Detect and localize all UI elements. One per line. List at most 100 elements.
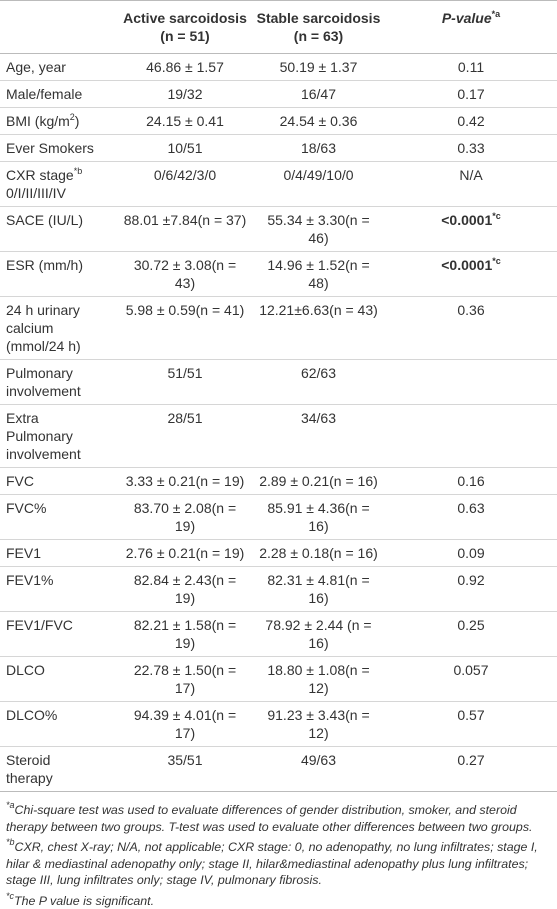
value-cell: 0.11 — [385, 54, 557, 81]
data-table: Active sarcoidosis (n = 51) Stable sarcoi… — [0, 0, 557, 792]
value-cell: 3.33 ± 0.21(n = 19) — [118, 468, 252, 495]
cell-value: 88.01 ±7.84(n = 37) — [124, 212, 247, 228]
row-label: 0/I/II/III/IV — [6, 185, 66, 201]
value-cell: <0.0001*c — [385, 252, 557, 297]
column-n: (n = 51) — [160, 28, 209, 44]
table-row: 24 h urinary calcium (mmol/24 h) 5.98 ± 0… — [0, 297, 557, 360]
value-cell: 0.16 — [385, 468, 557, 495]
row-label-cell: FEV1% — [0, 567, 118, 612]
cell-value: 82.84 ± 2.43(n = 19) — [134, 572, 236, 606]
cell-value: 0.17 — [457, 86, 484, 102]
row-label: DLCO — [6, 662, 45, 678]
cell-value: 0.92 — [457, 572, 484, 588]
cell-value: 3.33 ± 0.21(n = 19) — [126, 473, 245, 489]
footnotes: *aChi-square test was used to evaluate d… — [0, 792, 557, 909]
row-label-cell: FVC% — [0, 495, 118, 540]
value-cell: 83.70 ± 2.08(n = 19) — [118, 495, 252, 540]
row-label: 24 h urinary calcium (mmol/24 h) — [6, 302, 81, 354]
value-cell: 5.98 ± 0.59(n = 41) — [118, 297, 252, 360]
column-name: Active sarcoidosis — [123, 10, 247, 26]
value-cell: 28/51 — [118, 405, 252, 468]
row-label-cell: SACE (IU/L) — [0, 207, 118, 252]
value-cell: 82.31 ± 4.81(n = 16) — [252, 567, 385, 612]
value-cell: 18/63 — [252, 135, 385, 162]
value-cell: 34/63 — [252, 405, 385, 468]
row-label-cell: 24 h urinary calcium (mmol/24 h) — [0, 297, 118, 360]
column-name: Stable sarcoidosis — [257, 10, 381, 26]
row-label: Age, year — [6, 59, 66, 75]
cell-value: 0.27 — [457, 752, 484, 768]
row-label-cell: FVC — [0, 468, 118, 495]
value-cell: 35/51 — [118, 747, 252, 792]
cell-value: 34/63 — [301, 410, 336, 426]
value-cell: 0.09 — [385, 540, 557, 567]
value-cell: 14.96 ± 1.52(n = 48) — [252, 252, 385, 297]
value-cell: 0.27 — [385, 747, 557, 792]
value-cell: N/A — [385, 162, 557, 207]
value-cell: 24.54 ± 0.36 — [252, 108, 385, 135]
row-label: Male/female — [6, 86, 82, 102]
footnote-marker: *b — [74, 166, 83, 176]
value-cell: 18.80 ± 1.08(n = 12) — [252, 657, 385, 702]
cell-value: 35/51 — [167, 752, 202, 768]
cell-value: N/A — [459, 167, 482, 183]
table-body: Age, year 46.86 ± 1.57 50.19 ± 1.37 0.11 Mal… — [0, 54, 557, 792]
page: Active sarcoidosis (n = 51) Stable sarcoi… — [0, 0, 557, 879]
cell-value: 0.42 — [457, 113, 484, 129]
row-label-cell: Pulmonary involvement — [0, 360, 118, 405]
row-label-cell: Male/female — [0, 81, 118, 108]
cell-value: 0/4/49/10/0 — [283, 167, 353, 183]
footnote-text: The P value is significant. — [14, 894, 154, 908]
cell-value: <0.0001 — [441, 212, 492, 228]
value-cell: 0.17 — [385, 81, 557, 108]
value-cell: 19/32 — [118, 81, 252, 108]
header-row: Active sarcoidosis (n = 51) Stable sarcoi… — [0, 1, 557, 54]
row-label: FEV1 — [6, 545, 41, 561]
cell-value: 2.28 ± 0.18(n = 16) — [259, 545, 378, 561]
row-label-cell: ESR (mm/h) — [0, 252, 118, 297]
value-cell: 88.01 ±7.84(n = 37) — [118, 207, 252, 252]
row-label-cell: BMI (kg/m2) — [0, 108, 118, 135]
cell-value: 0.33 — [457, 140, 484, 156]
row-label-cell: Steroid therapy — [0, 747, 118, 792]
cell-value: 82.31 ± 4.81(n = 16) — [267, 572, 369, 606]
value-cell: 0.057 — [385, 657, 557, 702]
value-cell: 30.72 ± 3.08(n = 43) — [118, 252, 252, 297]
cell-value: 19/32 — [167, 86, 202, 102]
row-label: Ever Smokers — [6, 140, 94, 156]
row-label: ) — [75, 113, 80, 129]
row-label: ESR (mm/h) — [6, 257, 83, 273]
footnote: *bCXR, chest X-ray; N/A, not applicable;… — [6, 839, 551, 889]
header-cell: Active sarcoidosis (n = 51) — [118, 1, 252, 54]
value-cell: 46.86 ± 1.57 — [118, 54, 252, 81]
value-cell: 0.36 — [385, 297, 557, 360]
value-cell: 82.21 ± 1.58(n = 19) — [118, 612, 252, 657]
cell-value: 5.98 ± 0.59(n = 41) — [126, 302, 245, 318]
value-cell: 91.23 ± 3.43(n = 12) — [252, 702, 385, 747]
value-cell: 62/63 — [252, 360, 385, 405]
cell-value: 55.34 ± 3.30(n = 46) — [267, 212, 369, 246]
value-cell: 0.25 — [385, 612, 557, 657]
footnote-marker: *a — [6, 800, 15, 810]
footnote-marker: *a — [492, 9, 501, 19]
cell-value: 83.70 ± 2.08(n = 19) — [134, 500, 236, 534]
cell-value: 50.19 ± 1.37 — [280, 59, 358, 75]
table-row: FEV1% 82.84 ± 2.43(n = 19) 82.31 ± 4.81(n … — [0, 567, 557, 612]
header-cell — [0, 1, 118, 54]
value-cell: 16/47 — [252, 81, 385, 108]
cell-value: 62/63 — [301, 365, 336, 381]
value-cell: 2.76 ± 0.21(n = 19) — [118, 540, 252, 567]
cell-value: 0.16 — [457, 473, 484, 489]
value-cell: 2.89 ± 0.21(n = 16) — [252, 468, 385, 495]
table-row: FVC%83.70 ± 2.08(n = 19)85.91 ± 4.36(n =… — [0, 495, 557, 540]
row-label-cell: DLCO% — [0, 702, 118, 747]
footnote-marker: *c — [492, 211, 501, 221]
value-cell — [385, 405, 557, 468]
row-label: FVC% — [6, 500, 46, 516]
